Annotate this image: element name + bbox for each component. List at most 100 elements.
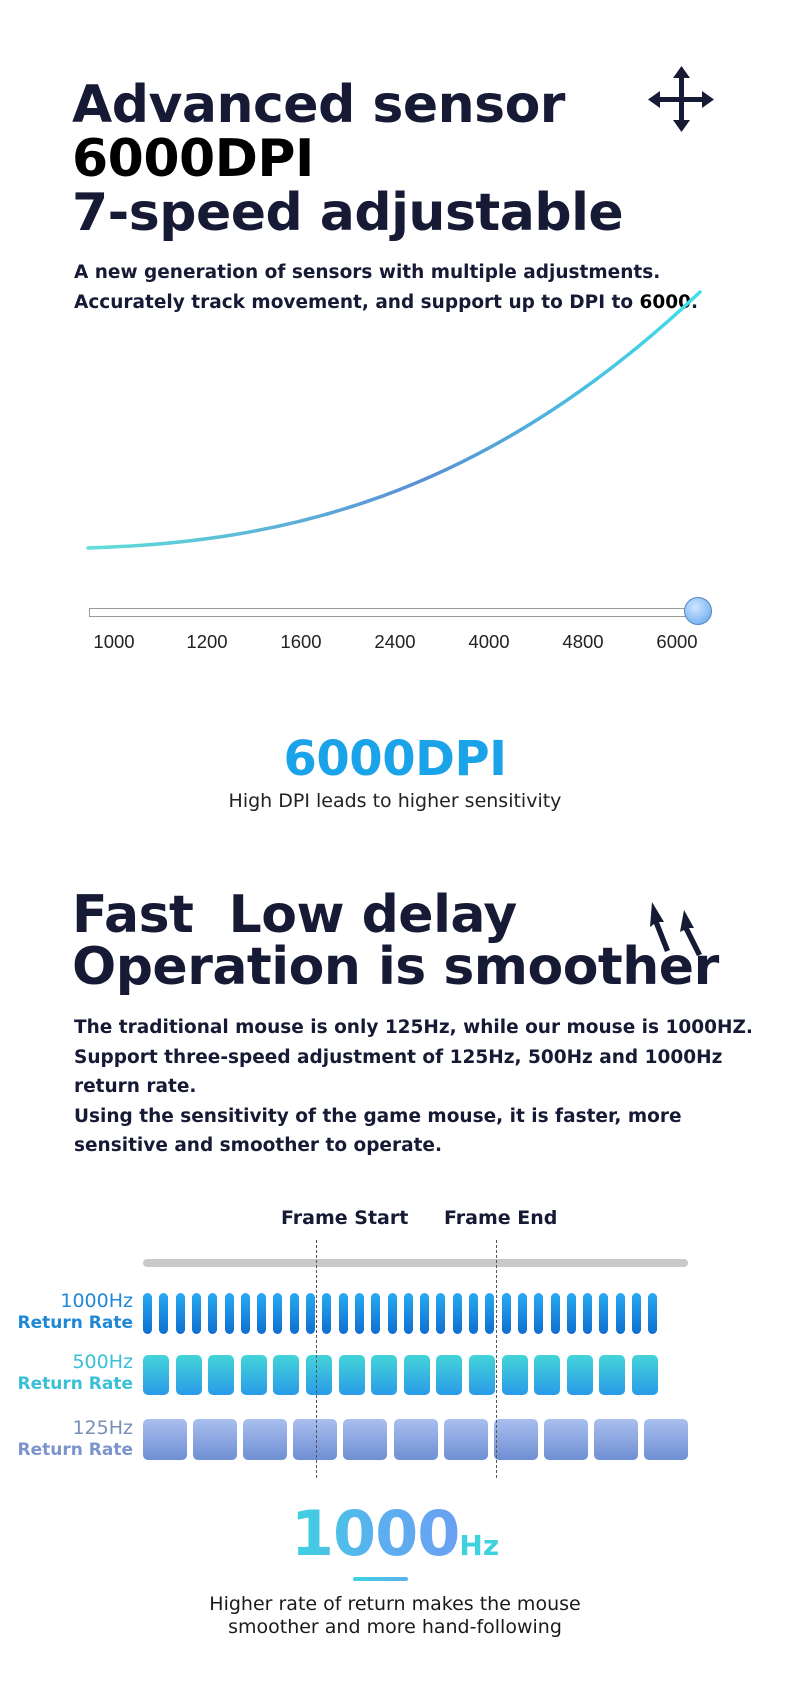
frame-end-line — [496, 1240, 497, 1478]
bar-1000hz — [224, 1293, 234, 1334]
bar-1000hz — [175, 1293, 185, 1334]
bar-1000hz — [436, 1293, 446, 1334]
bar-125hz — [644, 1419, 688, 1460]
section2-description: The traditional mouse is only 125Hz, whi… — [74, 1013, 754, 1161]
bar-1000hz — [566, 1293, 576, 1334]
bar-1000hz — [240, 1293, 250, 1334]
bar-1000hz — [469, 1293, 478, 1334]
rate-highlight-caption: Higher rate of return makes the mouse sm… — [0, 1593, 790, 1639]
dpi-step-1600: 1600 — [280, 631, 322, 652]
section1-desc-line2-text: Accurately track movement, and support u… — [74, 292, 640, 313]
bar-1000hz — [550, 1293, 560, 1334]
bar-125hz — [543, 1419, 588, 1460]
bar-1000hz — [322, 1293, 332, 1334]
rate-label-125hz: 125Hz Return Rate — [18, 1417, 133, 1461]
section2-desc-line: return rate. — [74, 1076, 197, 1098]
frame-end-label: Frame End — [444, 1207, 558, 1229]
section2-title-line2: Operation is smoother — [72, 937, 719, 997]
bar-500hz — [306, 1355, 332, 1395]
bar-1000hz — [143, 1293, 152, 1334]
section1-desc-line1: A new generation of sensors with multipl… — [74, 262, 661, 283]
frame-start-line — [316, 1240, 317, 1478]
dpi-step-4800: 4800 — [562, 631, 604, 652]
section1-description: A new generation of sensors with multipl… — [74, 258, 754, 318]
rate-label-1000hz: 1000Hz Return Rate — [18, 1290, 133, 1334]
bar-125hz — [193, 1419, 238, 1460]
bar-125hz — [493, 1419, 538, 1460]
bar-1000hz — [338, 1293, 348, 1334]
bar-500hz — [143, 1355, 169, 1395]
bar-500hz — [534, 1355, 561, 1395]
bar-1000hz — [191, 1293, 201, 1334]
rate-return-label-1000: Return Rate — [17, 1313, 133, 1333]
dpi-step-1200: 1200 — [186, 631, 228, 652]
bar-125hz — [593, 1419, 638, 1460]
bar-500hz — [566, 1355, 593, 1395]
move-arrows-icon — [648, 66, 714, 132]
bar-1000hz — [599, 1293, 609, 1334]
bar-500hz — [240, 1355, 267, 1395]
bar-500hz — [469, 1355, 495, 1395]
section2-desc-line: sensitive and smoother to operate. — [74, 1135, 443, 1157]
bar-500hz — [371, 1355, 398, 1395]
bar-125hz — [443, 1419, 488, 1460]
section1-desc-line2: Accurately track movement, and support u… — [74, 288, 754, 318]
rate-hz-500: 500Hz — [72, 1351, 133, 1373]
bar-1000hz — [648, 1293, 658, 1334]
bar-1000hz — [273, 1293, 283, 1334]
dpi-highlight-value: 6000DPI — [283, 731, 507, 787]
bar-1000hz — [159, 1293, 169, 1334]
section2-desc-line: Support three-speed adjustment of 125Hz,… — [74, 1046, 723, 1068]
rate-caption-line1: Higher rate of return makes the mouse — [209, 1593, 581, 1615]
bar-500hz — [632, 1355, 658, 1395]
bar-500hz — [175, 1355, 202, 1395]
bar-1000hz — [306, 1293, 315, 1334]
rate-hz-1000: 1000Hz — [60, 1290, 133, 1312]
bar-1000hz — [371, 1293, 381, 1334]
bar-1000hz — [208, 1293, 218, 1334]
bar-500hz — [599, 1355, 626, 1395]
bar-1000hz — [615, 1293, 625, 1334]
dpi-slider-handle[interactable] — [684, 597, 712, 625]
section1-desc-line2-end: . — [691, 292, 699, 313]
bar-500hz — [436, 1355, 463, 1395]
bar-1000hz — [534, 1293, 544, 1334]
bar-1000hz — [517, 1293, 527, 1334]
bar-1000hz — [420, 1293, 430, 1334]
bar-1000hz — [452, 1293, 462, 1334]
dpi-slider-track[interactable] — [89, 608, 701, 617]
bar-125hz — [243, 1419, 288, 1460]
bar-1000hz — [485, 1293, 495, 1334]
rate-highlight-unit: Hz — [459, 1529, 500, 1562]
dpi-curve — [86, 290, 702, 550]
dpi-step-4000: 4000 — [468, 631, 510, 652]
bar-125hz — [343, 1419, 388, 1460]
bar-500hz — [208, 1355, 235, 1395]
rate-hz-125: 125Hz — [72, 1417, 133, 1439]
frame-start-label: Frame Start — [281, 1207, 409, 1229]
bar-1000hz — [632, 1293, 641, 1334]
bar-500hz — [403, 1355, 430, 1395]
bar-1000hz — [403, 1293, 413, 1334]
bar-1000hz — [289, 1293, 299, 1334]
bar-125hz — [393, 1419, 438, 1460]
dpi-step-1000: 1000 — [93, 631, 135, 652]
section2-desc-line: The traditional mouse is only 125Hz, whi… — [74, 1017, 753, 1038]
dpi-highlight-caption: High DPI leads to higher sensitivity — [228, 790, 562, 812]
cursor-arrows-icon — [650, 902, 702, 956]
bar-125hz — [293, 1419, 338, 1460]
section1-desc-dpi-highlight: 6000 — [639, 292, 692, 313]
section2-title-line1: Fast Low delay — [72, 885, 517, 945]
frame-bar — [143, 1259, 688, 1267]
section2-desc-line: Using the sensitivity of the game mouse,… — [74, 1105, 682, 1127]
dpi-step-6000: 6000 — [656, 631, 698, 652]
bar-1000hz — [583, 1293, 593, 1334]
section1-title-line1: Advanced sensor — [72, 75, 565, 135]
bar-500hz — [338, 1355, 365, 1395]
rate-return-label-500: Return Rate — [17, 1374, 133, 1394]
rate-return-label-125: Return Rate — [17, 1440, 133, 1460]
dpi-step-2400: 2400 — [374, 631, 416, 652]
rate-highlight-value: 1000 — [290, 1497, 461, 1570]
bar-500hz — [273, 1355, 300, 1395]
rate-label-500hz: 500Hz Return Rate — [18, 1351, 133, 1395]
